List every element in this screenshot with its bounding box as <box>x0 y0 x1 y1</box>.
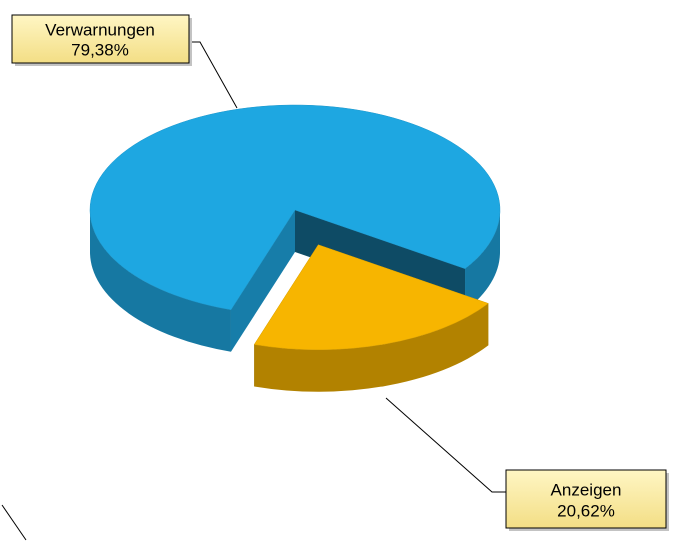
slice-side <box>465 210 500 311</box>
label-box <box>505 469 667 529</box>
leader-line <box>385 397 506 493</box>
slice-side <box>254 303 489 392</box>
slice-side <box>90 210 231 352</box>
slice-wall <box>230 210 295 352</box>
data-label-name: Verwarnungen <box>45 20 155 39</box>
leader-line <box>1 504 27 541</box>
data-label-value: 20,62% <box>557 501 615 520</box>
data-label-name: Anzeigen <box>551 480 622 499</box>
data-label-value: 79,38% <box>71 40 129 59</box>
slice <box>89 104 501 311</box>
leader-line <box>192 41 238 109</box>
label-box <box>11 14 190 64</box>
pie <box>89 104 501 392</box>
slice <box>253 244 489 350</box>
